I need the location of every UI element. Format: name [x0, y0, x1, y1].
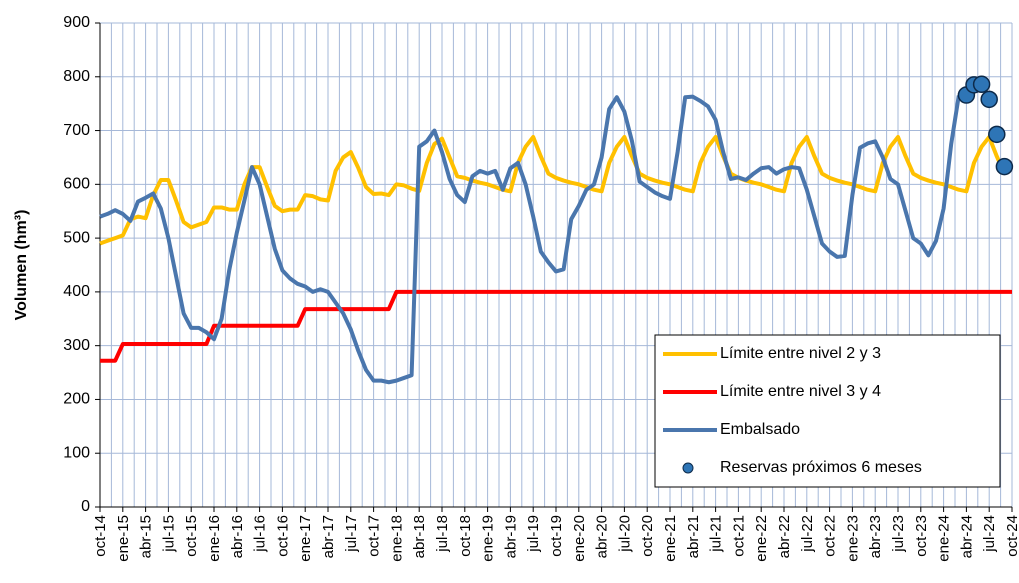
y-tick-label: 800	[63, 68, 90, 85]
x-tick-label: abr-23	[867, 515, 884, 558]
forecast-point	[995, 157, 1014, 176]
x-tick-label: ene-19	[480, 515, 497, 562]
x-tick-label: ene-15	[115, 515, 132, 562]
legend-label: Reservas próximos 6 meses	[720, 459, 922, 476]
legend-marker	[682, 462, 694, 474]
x-tick-label: jul-23	[890, 515, 907, 553]
x-tick-label: abr-18	[411, 515, 428, 558]
x-tick-label: abr-19	[502, 515, 519, 558]
x-tick-label: abr-20	[594, 515, 611, 558]
y-tick-label: 0	[81, 498, 90, 515]
x-tick-label: oct-18	[457, 515, 474, 557]
legend-label: Embalsado	[720, 421, 800, 438]
legend-label: Límite entre nivel 3 y 4	[720, 383, 881, 400]
y-tick-label: 700	[63, 122, 90, 139]
forecast-point	[988, 125, 1006, 144]
x-tick-label: abr-24	[958, 515, 975, 558]
x-tick-label: ene-24	[936, 515, 953, 562]
x-tick-label: oct-19	[548, 515, 565, 557]
x-tick-label: oct-14	[92, 515, 109, 557]
x-tick-label: abr-17	[320, 515, 337, 558]
x-tick-label: jul-20	[616, 515, 633, 553]
y-axis-title: Volumen (hm³)	[13, 210, 30, 321]
y-tick-label: 400	[63, 283, 90, 300]
x-tick-label: jul-17	[343, 515, 360, 553]
x-tick-label: ene-21	[662, 515, 679, 562]
x-tick-label: jul-18	[434, 515, 451, 553]
x-tick-label: oct-16	[274, 515, 291, 557]
x-tick-label: ene-17	[297, 515, 314, 562]
forecast-point	[972, 75, 991, 94]
x-tick-label: oct-17	[366, 515, 383, 557]
forecast-point	[980, 90, 998, 109]
x-tick-label: abr-21	[685, 515, 702, 558]
x-tick-label: abr-16	[229, 515, 246, 558]
legend-label: Límite entre nivel 2 y 3	[720, 345, 881, 362]
x-tick-label: oct-15	[183, 515, 200, 557]
y-tick-label: 600	[63, 176, 90, 193]
x-tick-label: abr-22	[776, 515, 793, 558]
x-tick-label: ene-18	[388, 515, 405, 562]
y-tick-label: 200	[63, 391, 90, 408]
y-tick-label: 500	[63, 229, 90, 246]
x-tick-label: oct-23	[913, 515, 930, 557]
x-tick-label: oct-22	[822, 515, 839, 557]
x-tick-label: jul-24	[981, 515, 998, 553]
x-tick-label: oct-21	[730, 515, 747, 557]
x-tick-label: ene-16	[206, 515, 223, 562]
y-tick-label: 300	[63, 337, 90, 354]
x-tick-label: oct-20	[639, 515, 656, 557]
x-tick-label: jul-21	[708, 515, 725, 553]
x-tick-label: jul-22	[799, 515, 816, 553]
legend-box	[654, 334, 1001, 488]
y-tick-label: 900	[63, 14, 90, 31]
x-tick-label: ene-23	[844, 515, 861, 562]
x-tick-label: jul-15	[160, 515, 177, 553]
x-tick-label: jul-16	[252, 515, 269, 553]
x-tick-label: ene-22	[753, 515, 770, 562]
x-tick-label: abr-15	[138, 515, 155, 558]
x-tick-label: ene-20	[571, 515, 588, 562]
x-tick-label: jul-19	[525, 515, 542, 553]
series-line	[99, 94, 961, 385]
y-tick-label: 100	[63, 444, 90, 461]
series-line	[100, 289, 1012, 363]
x-tick-label: oct-24	[1004, 515, 1019, 557]
